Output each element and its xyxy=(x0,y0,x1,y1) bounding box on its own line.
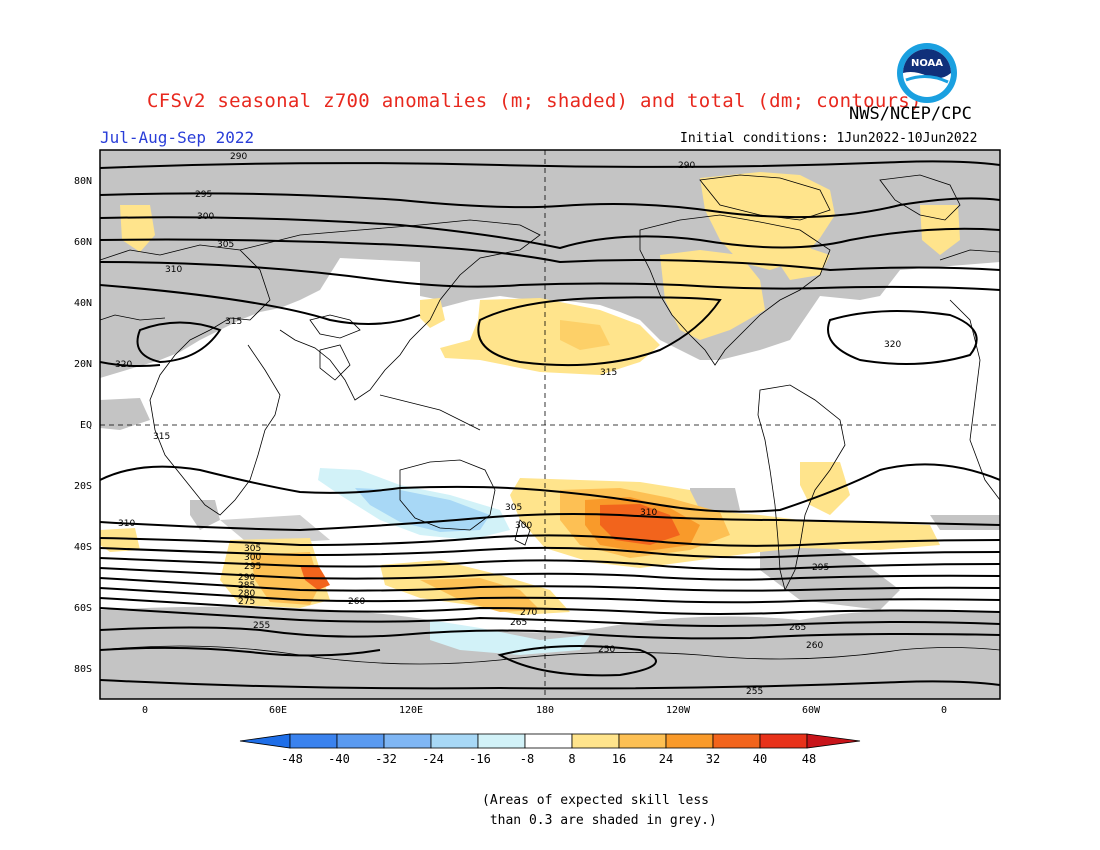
contour-label: 320 xyxy=(884,340,901,350)
lat-label: 60S xyxy=(74,603,92,614)
contour-label: 300 xyxy=(197,212,214,222)
colorbar-tick: 24 xyxy=(659,752,673,766)
colorbar-tick: 32 xyxy=(706,752,720,766)
initial-conditions-label: Initial conditions: 1Jun2022-10Jun2022 xyxy=(680,131,978,146)
lat-label: 20S xyxy=(74,481,92,492)
lon-label: 0 xyxy=(941,705,947,716)
lat-label: 20N xyxy=(74,359,92,370)
contour-label: 315 xyxy=(600,368,617,378)
colorbar: -48 -40 -32 -24 -16 -8 8 16 24 32 40 48 xyxy=(239,733,861,766)
contour-label: 285 xyxy=(238,581,255,591)
contour-label: 320 xyxy=(115,360,132,370)
contour-label: 300 xyxy=(515,521,532,531)
colorbar-arrow-right xyxy=(806,733,861,749)
skill-note: (Areas of expected skill less than 0.3 a… xyxy=(482,793,717,828)
contour-label: 305 xyxy=(244,544,261,554)
contour-label: 305 xyxy=(505,503,522,513)
lon-label: 60E xyxy=(269,705,287,716)
svg-text:NOAA: NOAA xyxy=(911,58,943,69)
reference-lines xyxy=(100,150,1000,699)
colorbar-tick: -32 xyxy=(375,752,397,766)
agency-label: NWS/NCEP/CPC xyxy=(849,104,972,124)
contour-label: 290 xyxy=(238,573,255,583)
height-contours xyxy=(100,160,1000,690)
contour-labels: 290 290 295 300 305 310 315 320 315 310 … xyxy=(115,152,901,697)
lat-label: 80S xyxy=(74,664,92,675)
contour-label: 290 xyxy=(230,152,247,162)
contour-label: 295 xyxy=(812,563,829,573)
map-frame xyxy=(99,149,1001,700)
lon-label: 120W xyxy=(666,705,691,716)
contour-label: 270 xyxy=(520,608,537,618)
colorbar-tick: 40 xyxy=(753,752,767,766)
lat-label: 40N xyxy=(74,298,92,309)
contour-label: 310 xyxy=(165,265,182,275)
contour-label: 290 xyxy=(678,161,695,171)
chart-title: CFSv2 seasonal z700 anomalies (m; shaded… xyxy=(147,90,922,112)
lat-label: 80N xyxy=(74,176,92,187)
contour-label: 315 xyxy=(225,317,242,327)
contour-label: 295 xyxy=(244,562,261,572)
colorbar-tick: -16 xyxy=(469,752,491,766)
colorbar-tick: -8 xyxy=(520,752,534,766)
longitude-axis: 0 60E 120E 180 120W 60W 0 xyxy=(142,705,947,716)
contour-label: 260 xyxy=(806,641,823,651)
lon-label: 60W xyxy=(802,705,821,716)
contour-label: 300 xyxy=(244,553,261,563)
contour-label: 305 xyxy=(217,240,234,250)
lon-label: 180 xyxy=(536,705,554,716)
colorbar-tick: 8 xyxy=(568,752,575,766)
contour-label: 295 xyxy=(195,190,212,200)
colorbar-tick: 16 xyxy=(612,752,626,766)
contour-label: 265 xyxy=(510,618,527,628)
colorbar-tick: -24 xyxy=(422,752,444,766)
contour-label: 275 xyxy=(238,597,255,607)
colorbar-tick: -40 xyxy=(328,752,350,766)
lat-label: 60N xyxy=(74,237,92,248)
noaa-logo-icon: NOAA xyxy=(897,43,957,103)
colorbar-arrow-left xyxy=(239,733,291,749)
contour-label: 310 xyxy=(640,508,657,518)
lat-label: EQ xyxy=(80,420,92,431)
lon-label: 0 xyxy=(142,705,148,716)
colorbar-tick: -48 xyxy=(281,752,303,766)
contour-label: 315 xyxy=(153,432,170,442)
contour-label: 280 xyxy=(238,589,255,599)
contour-label: 265 xyxy=(789,623,806,633)
contour-label: 310 xyxy=(118,519,135,529)
latitude-axis: 80N 60N 40N 20N EQ 20S 40S 60S 80S xyxy=(74,176,92,675)
contour-label: 250 xyxy=(598,645,615,655)
lat-label: 40S xyxy=(74,542,92,553)
contour-label: 255 xyxy=(253,621,270,631)
lon-label: 120E xyxy=(399,705,423,716)
season-label: Jul-Aug-Sep 2022 xyxy=(100,128,255,147)
contour-label: 255 xyxy=(746,687,763,697)
contour-label: 260 xyxy=(348,597,365,607)
colorbar-tick: 48 xyxy=(802,752,816,766)
